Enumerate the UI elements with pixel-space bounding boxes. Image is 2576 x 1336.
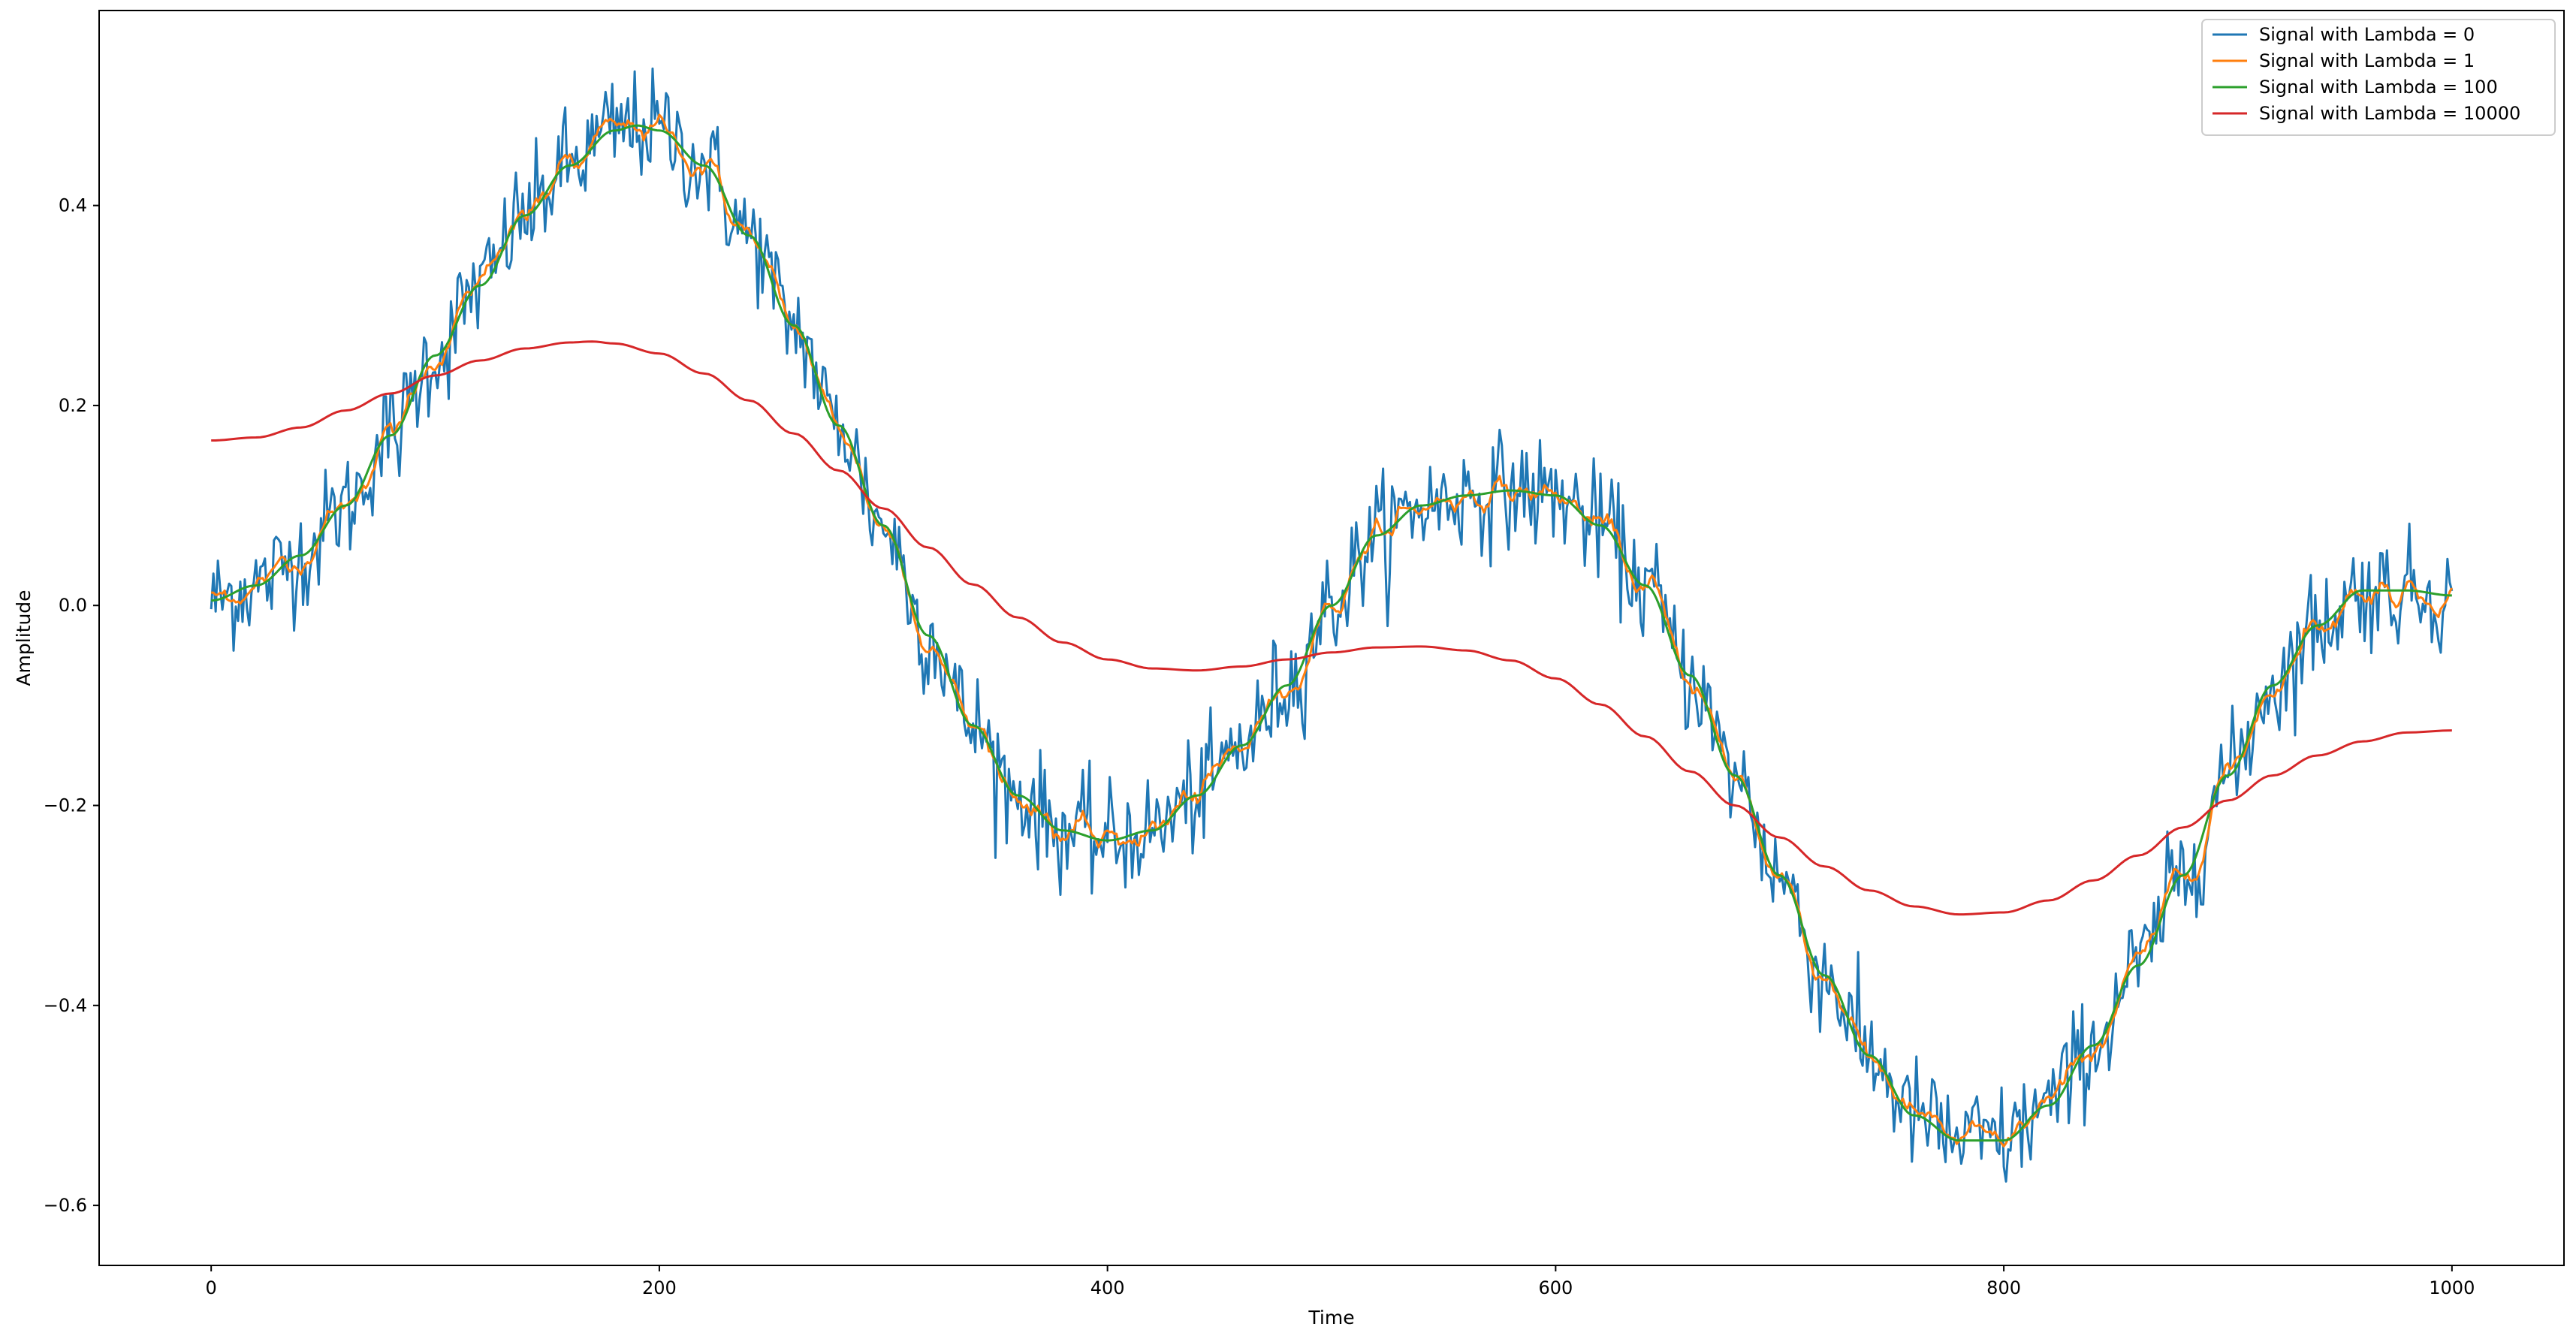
plot-lines <box>210 67 2454 1183</box>
y-tick-label: −0.4 <box>44 995 87 1016</box>
legend-box <box>2201 19 2556 136</box>
axes-frame <box>98 10 2565 1266</box>
x-tick-label: 600 <box>1538 1277 1573 1298</box>
x-tick-label: 200 <box>642 1277 677 1298</box>
y-tick-label: 0.0 <box>59 595 87 616</box>
y-axis-label: Amplitude <box>13 590 35 686</box>
y-axis-ticks: −0.6 −0.4 −0.2 0.0 0.2 0.4 <box>44 195 99 1216</box>
x-tick-label: 400 <box>1090 1277 1125 1298</box>
x-axis-ticks: 0 200 400 600 800 1000 <box>206 1265 2475 1298</box>
y-tick-label: 0.2 <box>59 395 87 416</box>
series-line-2 <box>211 124 2452 1142</box>
y-tick-label: 0.4 <box>59 195 87 216</box>
x-axis-label: Time <box>1308 1307 1354 1328</box>
legend-entry: Signal with Lambda = 100 <box>2259 77 2498 98</box>
y-tick-label: −0.6 <box>44 1195 87 1216</box>
series-line-0 <box>210 67 2454 1183</box>
series-line-1 <box>211 113 2454 1148</box>
x-tick-label: 0 <box>206 1277 217 1298</box>
x-tick-label: 1000 <box>2429 1277 2475 1298</box>
y-tick-label: −0.2 <box>44 795 87 816</box>
legend: Signal with Lambda = 0 Signal with Lambda… <box>2201 19 2556 136</box>
legend-entry: Signal with Lambda = 10000 <box>2259 103 2520 124</box>
legend-entry: Signal with Lambda = 0 <box>2259 24 2475 45</box>
legend-entry: Signal with Lambda = 1 <box>2259 50 2475 71</box>
x-tick-label: 800 <box>1986 1277 2021 1298</box>
series-line-3 <box>211 340 2452 916</box>
